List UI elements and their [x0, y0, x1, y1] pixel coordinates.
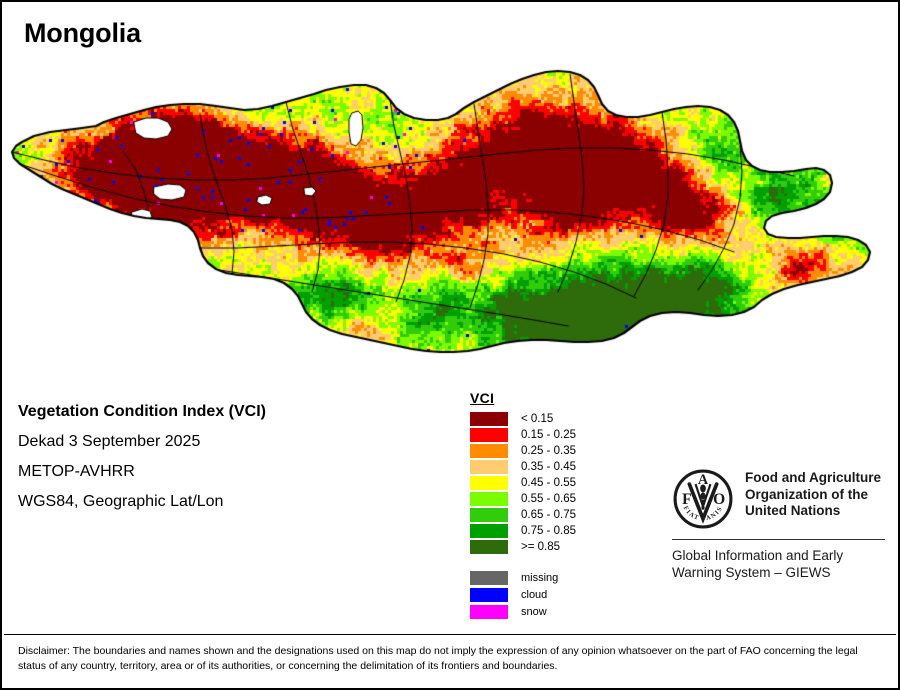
legend-class-row: >= 0.85 [470, 539, 660, 555]
legend-class-row: 0.65 - 0.75 [470, 507, 660, 523]
giews-line-2: Warning System – GIEWS [672, 565, 831, 580]
disclaimer-text: Disclaimer: The boundaries and names sho… [18, 645, 858, 672]
legend-class-row: 0.45 - 0.55 [470, 475, 660, 491]
legend-special-swatch [470, 604, 508, 619]
legend-class-swatch [470, 412, 508, 426]
giews-line-1: Global Information and Early [672, 548, 844, 563]
giews-system-name: Global Information and Early Warning Sys… [672, 547, 887, 581]
map-metadata: Vegetation Condition Index (VCI) Dekad 3… [18, 397, 418, 517]
legend-class-label: 0.75 - 0.85 [521, 525, 576, 537]
svg-text:F: F [682, 491, 691, 508]
mongolia-vci-raster [4, 52, 898, 357]
map-figure [4, 52, 898, 357]
legend-class-swatch [470, 444, 508, 458]
fao-org-line-1: Food and Agriculture [745, 470, 881, 485]
legend-class-swatch [470, 540, 508, 554]
legend-special-swatch [470, 570, 508, 585]
fao-emblem-icon: F A O FIAT PANIS [672, 468, 734, 530]
fao-header: F A O FIAT PANIS Food and Agriculture Or… [672, 468, 887, 530]
legend-class-row: 0.55 - 0.65 [470, 491, 660, 507]
legend-class-label: >= 0.85 [521, 541, 561, 553]
legend-class-label: 0.65 - 0.75 [521, 509, 576, 521]
legend-class-row: 0.35 - 0.45 [470, 459, 660, 475]
metadata-product: Vegetation Condition Index (VCI) [18, 403, 266, 420]
legend-special-row: cloud [470, 586, 660, 603]
fao-branding: F A O FIAT PANIS Food and Agriculture Or… [672, 468, 887, 581]
legend-class-label: < 0.15 [521, 413, 554, 425]
legend-class-swatch [470, 508, 508, 522]
legend-special-label: snow [521, 605, 547, 618]
fao-org-line-3: United Nations [745, 503, 841, 518]
page-title: Mongolia [24, 18, 141, 48]
legend-class-label: 0.15 - 0.25 [521, 429, 576, 441]
vci-legend: VCI < 0.15 0.15 - 0.25 0.25 - 0.35 0.35 - 0… [470, 390, 660, 620]
legend-class-swatch [470, 492, 508, 506]
legend-special-label: cloud [521, 588, 548, 601]
legend-special-row: missing [470, 569, 660, 586]
legend-class-row: < 0.15 [470, 411, 660, 427]
legend-class-label: 0.45 - 0.55 [521, 477, 576, 489]
legend-special-swatch [470, 587, 508, 602]
legend-class-label: 0.35 - 0.45 [521, 461, 576, 473]
metadata-sensor: METOP-AVHRR [18, 463, 135, 480]
disclaimer-divider [4, 634, 896, 635]
fao-org-line-2: Organization of the [745, 486, 868, 502]
legend-class-swatch [470, 476, 508, 490]
legend-class-row: 0.15 - 0.25 [470, 427, 660, 443]
legend-class-row: 0.75 - 0.85 [470, 523, 660, 539]
legend-special-label: missing [521, 571, 559, 584]
fao-organization-name: Food and Agriculture Organization of the… [745, 468, 881, 520]
legend-class-swatch [470, 524, 508, 538]
legend-class-swatch [470, 428, 508, 442]
svg-text:O: O [713, 491, 725, 508]
legend-class-label: 0.25 - 0.35 [521, 445, 576, 457]
legend-class-row: 0.25 - 0.35 [470, 443, 660, 459]
svg-text:A: A [698, 472, 709, 488]
legend-class-swatch [470, 460, 508, 474]
legend-class-list: < 0.15 0.15 - 0.25 0.25 - 0.35 0.35 - 0.45 0… [470, 411, 660, 555]
metadata-projection: WGS84, Geographic Lat/Lon [18, 493, 224, 510]
fao-divider [672, 539, 885, 540]
legend-title: VCI [470, 390, 495, 406]
metadata-period: Dekad 3 September 2025 [18, 433, 201, 450]
legend-class-label: 0.55 - 0.65 [521, 493, 576, 505]
legend-special-row: snow [470, 603, 660, 620]
legend-special-list: missing cloud snow [470, 569, 660, 620]
